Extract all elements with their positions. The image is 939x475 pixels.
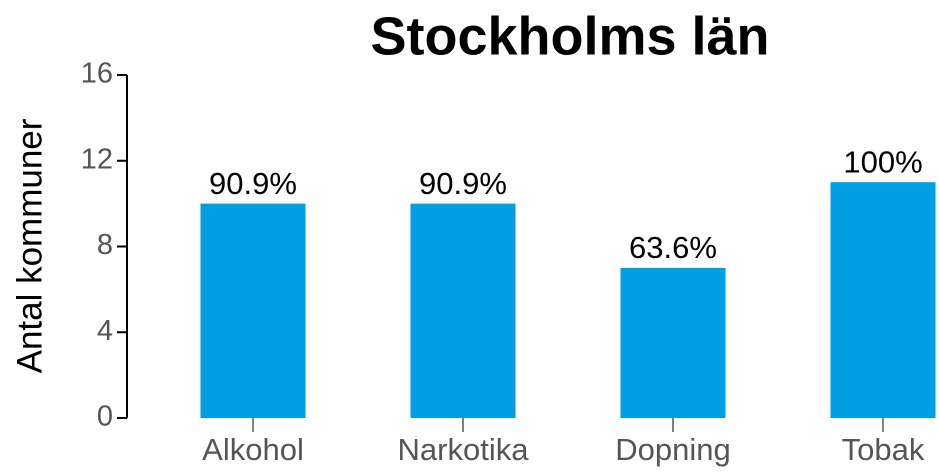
y-tick-label: 16 bbox=[81, 58, 113, 90]
bar-label: 100% bbox=[843, 144, 922, 179]
y-axis-label: Antal kommuner bbox=[10, 118, 49, 373]
y-tick-label: 0 bbox=[97, 401, 113, 433]
y-tick-label: 12 bbox=[81, 143, 113, 175]
x-tick-label: Narkotika bbox=[398, 432, 530, 467]
bar bbox=[200, 203, 306, 418]
bar bbox=[410, 203, 516, 418]
bar-label: 90.9% bbox=[419, 166, 507, 201]
x-tick-label: Dopning bbox=[615, 432, 730, 467]
bar-label: 90.9% bbox=[209, 166, 297, 201]
y-tick-label: 8 bbox=[97, 229, 113, 261]
y-tick-label: 4 bbox=[97, 315, 113, 347]
bar bbox=[620, 267, 726, 418]
bar bbox=[830, 182, 936, 418]
x-tick-label: Alkohol bbox=[202, 432, 304, 467]
chart-title: Stockholms län bbox=[370, 6, 769, 66]
x-tick-label: Tobak bbox=[842, 432, 925, 467]
bar-label: 63.6% bbox=[629, 230, 717, 265]
